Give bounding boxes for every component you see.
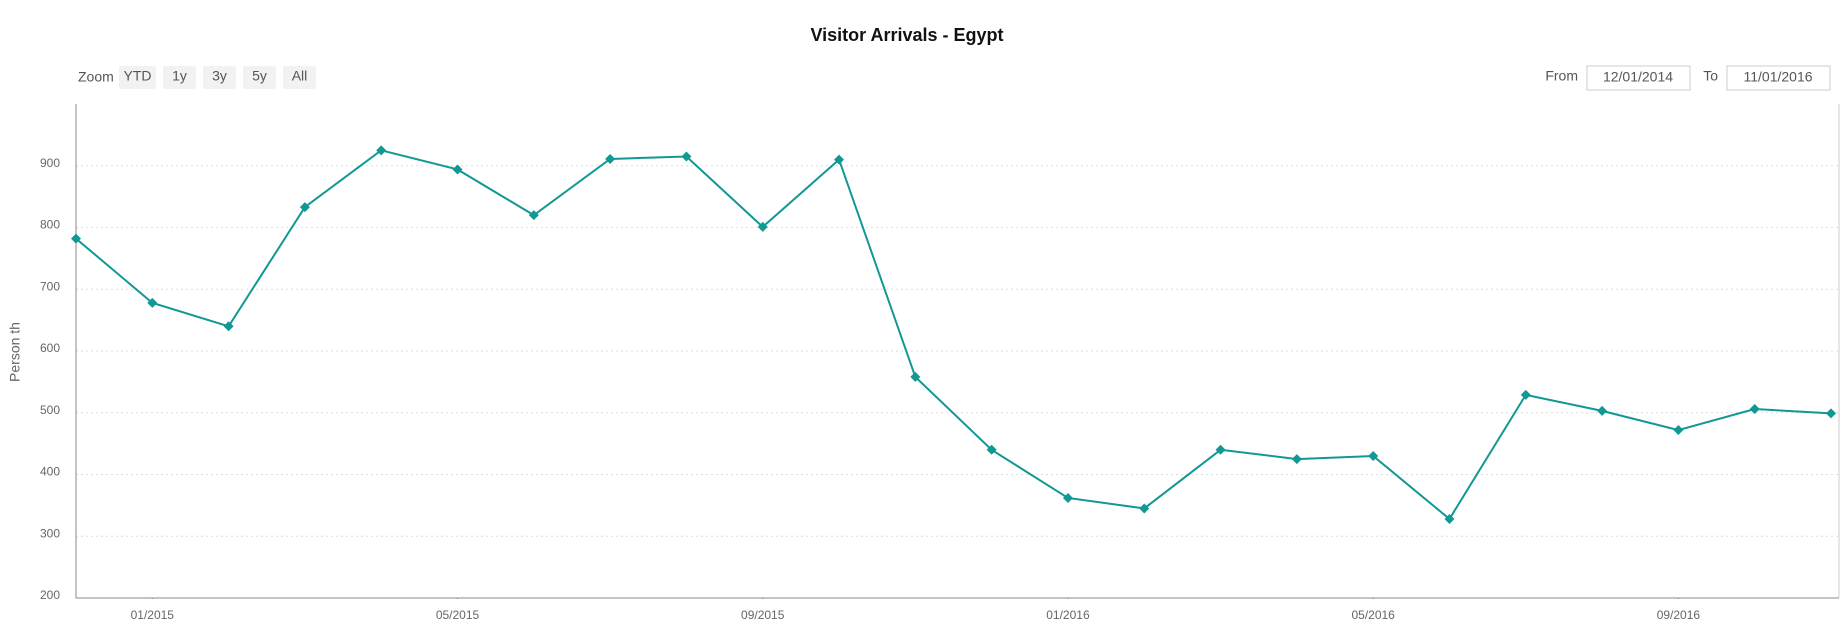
data-point xyxy=(1215,444,1226,455)
data-point xyxy=(681,151,692,162)
data-point xyxy=(910,371,921,382)
y-tick-label: 500 xyxy=(40,403,60,417)
data-point xyxy=(1520,389,1531,400)
zoom-button[interactable] xyxy=(243,66,276,89)
data-point xyxy=(1062,492,1073,503)
zoom-button[interactable] xyxy=(283,66,316,89)
data-point xyxy=(1139,503,1150,514)
data-point xyxy=(1291,454,1302,465)
x-tick-label: 01/2015 xyxy=(131,608,175,622)
data-point xyxy=(1597,405,1608,416)
data-point xyxy=(1673,425,1684,436)
zoom-button-label[interactable]: YTD xyxy=(124,68,152,84)
from-value[interactable]: 12/01/2014 xyxy=(1603,69,1673,85)
data-point xyxy=(71,233,81,244)
series-line xyxy=(75,149,1832,521)
y-tick-label: 700 xyxy=(40,279,60,293)
y-tick-label: 600 xyxy=(40,341,60,355)
from-label: From xyxy=(1545,68,1578,84)
to-input[interactable] xyxy=(1726,65,1831,91)
zoom-buttons: YTD 1y 3y 5y All xyxy=(119,66,316,89)
data-point xyxy=(986,444,997,455)
zoom-button-label[interactable]: 1y xyxy=(172,68,187,84)
zoom-button-label[interactable]: 3y xyxy=(212,68,227,84)
data-point xyxy=(605,153,616,164)
data-point xyxy=(528,210,539,221)
y-axis-label: Person th xyxy=(7,322,23,382)
zoom-label: Zoom xyxy=(78,69,114,85)
to-value[interactable]: 11/01/2016 xyxy=(1743,69,1812,85)
to-label: To xyxy=(1703,68,1718,84)
chart-title: Visitor Arrivals - Egypt xyxy=(810,25,1003,45)
zoom-button[interactable] xyxy=(163,66,196,89)
y-tick-label: 400 xyxy=(40,465,60,479)
data-point xyxy=(1444,513,1455,524)
data-point xyxy=(223,321,234,332)
zoom-button-label[interactable]: All xyxy=(292,68,308,84)
data-point xyxy=(757,221,768,232)
data-point xyxy=(1826,408,1836,419)
data-point xyxy=(1368,450,1379,461)
data-point xyxy=(1749,404,1760,415)
data-point xyxy=(376,145,387,156)
x-tick-label: 05/2015 xyxy=(436,608,480,622)
zoom-button-label[interactable]: 5y xyxy=(252,68,267,84)
data-point xyxy=(452,164,463,175)
y-tick-label: 800 xyxy=(40,218,60,232)
x-tick-label: 09/2016 xyxy=(1657,608,1701,622)
data-point xyxy=(299,202,310,213)
zoom-button[interactable] xyxy=(203,66,236,89)
y-tick-label: 300 xyxy=(40,526,60,540)
from-input[interactable] xyxy=(1586,65,1691,91)
x-tick-label: 09/2015 xyxy=(741,608,785,622)
data-point xyxy=(834,154,845,165)
x-tick-label: 05/2016 xyxy=(1351,608,1395,622)
y-tick-label: 200 xyxy=(40,588,60,602)
zoom-button[interactable] xyxy=(119,66,156,89)
x-tick-label: 01/2016 xyxy=(1046,608,1090,622)
y-tick-label: 900 xyxy=(40,156,60,170)
data-point xyxy=(147,297,158,308)
